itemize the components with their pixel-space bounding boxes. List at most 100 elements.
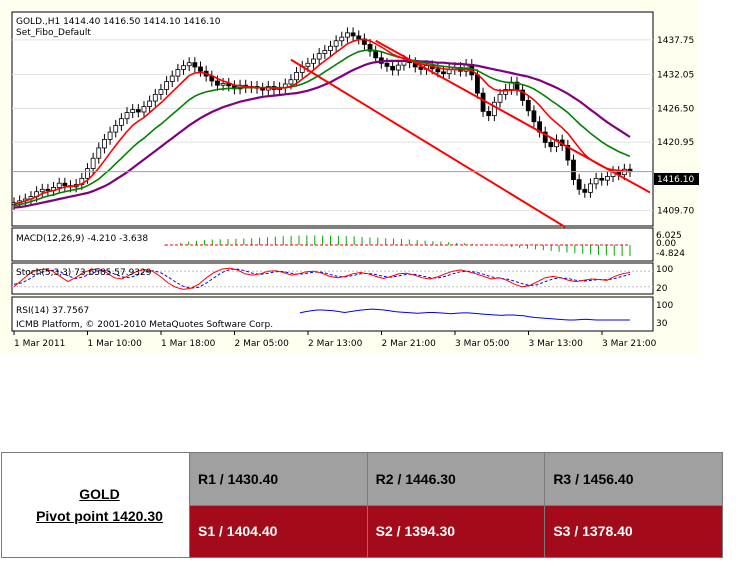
candle-body [113, 124, 119, 133]
candle-body [62, 182, 68, 187]
rsi-axis-100: 100 [656, 301, 673, 311]
macd-axis-6025: 6.025 [656, 231, 682, 241]
price-tick-label: 1420.95 [657, 138, 694, 148]
candle-body [390, 65, 396, 71]
candle-body [395, 64, 401, 71]
s1-cell: S1 / 1404.40 [189, 504, 368, 558]
candle-body [604, 176, 610, 181]
candle-body [367, 44, 373, 52]
candle-body [328, 45, 333, 51]
rsi-axis-30: 30 [656, 319, 668, 329]
candle-body [147, 100, 153, 107]
time-axis: 1 Mar 2011 1 Mar 10:00 1 Mar 18:00 2 Mar 05… [13, 331, 657, 349]
candle-body [435, 68, 441, 73]
instrument-link[interactable]: GOLD [79, 486, 120, 502]
ma-fast-line [13, 38, 631, 205]
rsi-panel [11, 296, 654, 332]
last-price-marker [654, 173, 699, 185]
candle-body [384, 62, 390, 67]
candle-body [582, 188, 588, 193]
candle-body [220, 82, 226, 86]
time-tick-label: 1 Mar 18:00 [161, 339, 216, 349]
candle-body [356, 35, 362, 40]
chart-canvas: 1437.75 1432.05 1426.50 1420.95 1409.70 1 Ma… [11, 11, 699, 349]
r3-cell: R3 / 1456.40 [544, 452, 723, 506]
price-tick-label: 1437.75 [657, 36, 694, 46]
time-tick-label: 2 Mar 13:00 [308, 339, 363, 349]
time-tick-label: 2 Mar 21:00 [382, 339, 437, 349]
ma-mid-line [13, 49, 631, 207]
candle-body [198, 66, 203, 72]
candle-body [260, 87, 266, 91]
candle-body [345, 32, 350, 38]
candle-body [497, 93, 503, 103]
candle-body [588, 183, 593, 193]
candle-body [181, 65, 186, 70]
stoch-axis-100: 100 [656, 265, 673, 275]
candle-body [56, 182, 62, 188]
macd-label: MACD(12,26,9) -4.210 -3.638 [16, 234, 148, 244]
candle-body [503, 89, 509, 95]
candle-body [525, 100, 531, 112]
price-panel [11, 11, 654, 227]
candle-body [571, 159, 576, 180]
pivot-table: GOLD Pivot point 1420.30 R1 / 1430.40 R2… [1, 452, 723, 558]
candle-body [294, 72, 299, 81]
time-tick-label: 3 Mar 05:00 [455, 339, 510, 349]
price-tick-label: 1409.70 [657, 207, 694, 217]
candle-body [305, 62, 311, 67]
stoch-main-line [13, 267, 631, 290]
candle-body [141, 106, 147, 113]
candle-body [418, 66, 424, 70]
time-tick-label: 3 Mar 13:00 [529, 339, 584, 349]
chart-header-line2: Set_Fibo_Default [16, 28, 91, 38]
candle-body [322, 50, 328, 54]
candle-body [118, 118, 124, 126]
resistance-row: GOLD Pivot point 1420.30 R1 / 1430.40 R2… [1, 452, 723, 558]
candle-body [90, 157, 96, 170]
candle-body [85, 168, 90, 179]
pivot-name-cell: GOLD Pivot point 1420.30 [1, 452, 190, 558]
macd-layer [164, 235, 631, 256]
candle-body [599, 177, 605, 181]
candle-body [316, 53, 322, 60]
stoch-layer [12, 267, 653, 290]
candle-body [548, 142, 554, 148]
candle-body [45, 188, 51, 191]
rsi-line [299, 308, 630, 321]
watermark-label: ICMB Platform, © 2001-2010 MetaQuotes So… [16, 320, 273, 330]
candle-body [186, 62, 192, 67]
candle-body [311, 58, 316, 64]
pivot-point-link[interactable]: Pivot point 1420.30 [36, 508, 163, 524]
support-row: S1 / 1404.40 S2 / 1394.30 S3 / 1378.40 [2, 504, 723, 558]
candle-body [192, 62, 198, 68]
candle-body [164, 81, 169, 90]
stoch-label: Stoch(5,3,3) 73.6585 57.9329 [16, 268, 152, 278]
channel-lower-line [290, 58, 566, 228]
s2-cell: S2 / 1394.30 [366, 504, 546, 558]
rsi-label: RSI(14) 37.7567 [16, 306, 89, 316]
price-axis: 1437.75 1432.05 1426.50 1420.95 1409.70 [657, 36, 694, 217]
candle-body [288, 79, 294, 85]
chart-frame: 1437.75 1432.05 1426.50 1420.95 1409.70 1 Ma… [0, 0, 700, 354]
candle-body [124, 112, 130, 120]
chart-header-line1: GOLD.,H1 1414.40 1416.50 1414.10 1416.10 [16, 17, 221, 27]
r1-cell: R1 / 1430.40 [189, 452, 368, 506]
candle-body [175, 68, 181, 77]
r2-cell: R2 / 1446.30 [366, 452, 546, 506]
stoch-signal-line [13, 268, 631, 289]
price-tick-label: 1432.05 [657, 71, 694, 81]
candle-body [130, 109, 136, 114]
macd-axis-4824: -4.824 [656, 249, 685, 259]
candle-body [102, 138, 107, 149]
time-tick-label: 2 Mar 05:00 [235, 339, 290, 349]
candle-body [576, 179, 582, 190]
candle-body [152, 93, 158, 102]
price-tick-label: 1426.50 [657, 104, 694, 114]
candle-body [107, 131, 113, 140]
macd-axis-000: 0.00 [656, 239, 676, 249]
ma-slow-line [13, 59, 631, 209]
candle-body [39, 188, 45, 193]
candle-body [441, 71, 446, 75]
candle-body [158, 89, 164, 95]
